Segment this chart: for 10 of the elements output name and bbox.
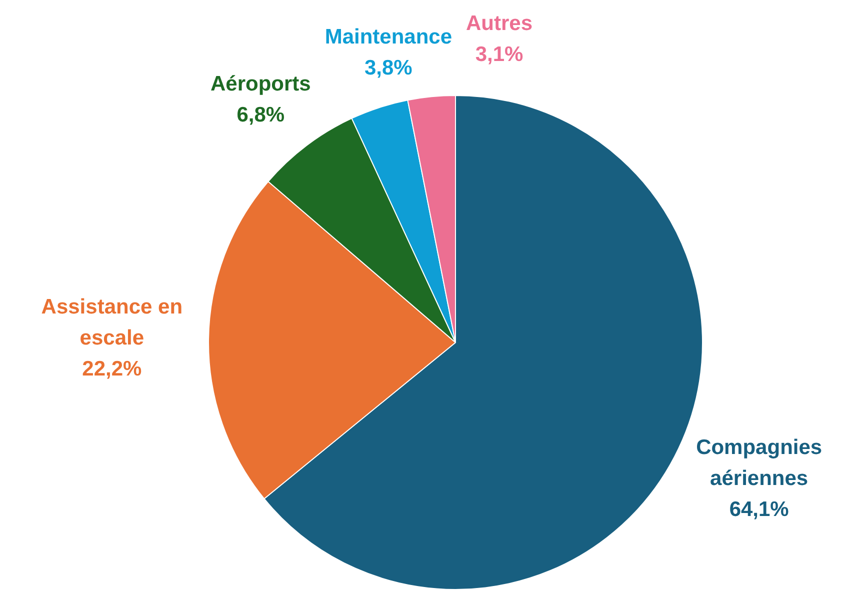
data-label: 64,1%: [729, 498, 790, 522]
slice-label: Assistance en escale: [41, 295, 183, 350]
data-label: 6,8%: [236, 103, 285, 126]
data-label: 22,2%: [82, 357, 142, 380]
data-label: 3,8%: [364, 56, 413, 80]
slice-label: Autres: [466, 12, 533, 36]
slice-label: Aéroports: [210, 72, 311, 96]
slice-label: Compagnies aériennes: [696, 436, 822, 490]
data-label: 3,1%: [475, 43, 524, 66]
slice-label: Maintenance: [324, 26, 452, 49]
